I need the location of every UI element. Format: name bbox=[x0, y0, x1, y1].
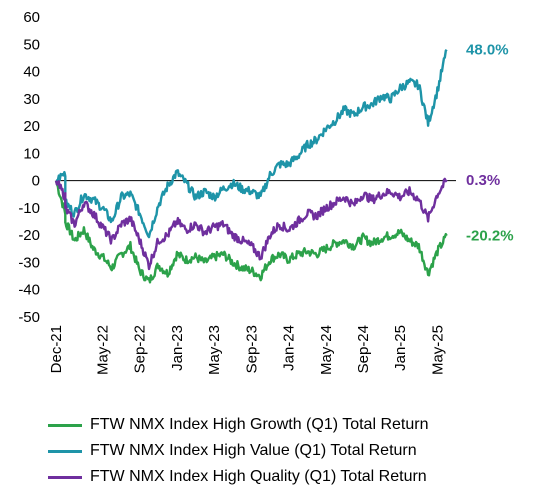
x-tick-label: Sep-24 bbox=[355, 325, 372, 373]
x-tick-label: Sep-22 bbox=[132, 325, 149, 373]
x-tick-label: Jan-24 bbox=[281, 325, 298, 371]
y-tick-label: 40 bbox=[23, 64, 40, 81]
end-label-quality: 0.3% bbox=[466, 172, 500, 189]
legend-item-quality: FTW NMX Index High Quality (Q1) Total Re… bbox=[48, 464, 428, 490]
legend-swatch-quality bbox=[48, 475, 82, 479]
y-tick-label: -50 bbox=[18, 309, 40, 326]
y-tick-label: -10 bbox=[18, 200, 40, 217]
y-tick-label: -40 bbox=[18, 282, 40, 299]
x-tick-label: May-25 bbox=[429, 325, 446, 375]
y-tick-label: 30 bbox=[23, 91, 40, 108]
x-tick-label: Sep-23 bbox=[243, 325, 260, 373]
x-tick-label: Dec-21 bbox=[48, 325, 65, 373]
chart: 60 50 40 30 20 10 0 -10 -20 -30 -40 -50 Dec-21 May-2… bbox=[18, 9, 514, 375]
end-label-growth: -20.2% bbox=[466, 228, 514, 245]
y-tick-label: 20 bbox=[23, 118, 40, 135]
end-label-value: 48.0% bbox=[466, 42, 509, 59]
series-line-value bbox=[55, 48, 448, 239]
x-tick-label: Jan-23 bbox=[169, 325, 186, 371]
y-tick-label: 0 bbox=[32, 173, 40, 190]
x-axis: Dec-21 May-22 Sep-22 Jan-23 May-23 Sep-23 Jan-… bbox=[48, 325, 446, 375]
x-tick-label: Jan-25 bbox=[392, 325, 409, 371]
legend-item-growth: FTW NMX Index High Growth (Q1) Total Ret… bbox=[48, 412, 428, 438]
legend-label-growth: FTW NMX Index High Growth (Q1) Total Ret… bbox=[90, 416, 429, 433]
y-tick-label: 60 bbox=[23, 9, 40, 26]
y-tick-label: -20 bbox=[18, 227, 40, 244]
end-labels: -20.2% 48.0% 0.3% bbox=[466, 42, 514, 245]
y-tick-label: -30 bbox=[18, 254, 40, 271]
x-tick-label: May-22 bbox=[95, 325, 112, 375]
x-tick-label: May-23 bbox=[206, 325, 223, 375]
legend-swatch-growth bbox=[48, 423, 82, 427]
y-tick-label: 50 bbox=[23, 36, 40, 53]
y-tick-label: 10 bbox=[23, 145, 40, 162]
y-axis: 60 50 40 30 20 10 0 -10 -20 -30 -40 -50 bbox=[18, 9, 40, 326]
legend-item-value: FTW NMX Index High Value (Q1) Total Retu… bbox=[48, 438, 428, 464]
x-tick-label: May-24 bbox=[318, 325, 335, 375]
legend: FTW NMX Index High Growth (Q1) Total Ret… bbox=[48, 412, 428, 490]
series-line-quality bbox=[54, 177, 448, 271]
legend-label-quality: FTW NMX Index High Quality (Q1) Total Re… bbox=[90, 468, 427, 485]
legend-label-value: FTW NMX Index High Value (Q1) Total Retu… bbox=[90, 442, 417, 459]
legend-swatch-value bbox=[48, 449, 82, 453]
series-lines bbox=[54, 48, 448, 284]
series-line-growth bbox=[54, 180, 448, 284]
